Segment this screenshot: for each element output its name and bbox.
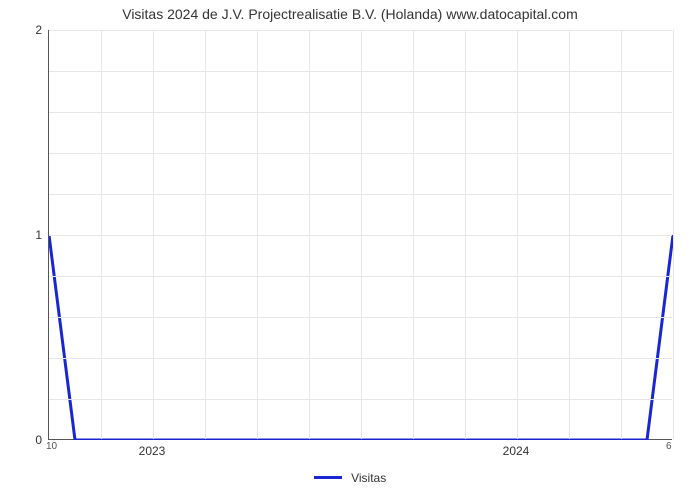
grid-horizontal	[49, 30, 672, 31]
plot-area	[48, 30, 672, 440]
x-category-label: 2023	[139, 444, 166, 458]
legend: Visitas	[0, 470, 700, 485]
grid-vertical	[673, 30, 674, 439]
x-corner-left-label: 10	[46, 441, 57, 452]
grid-horizontal	[49, 358, 672, 359]
grid-horizontal	[49, 399, 672, 400]
grid-horizontal	[49, 317, 672, 318]
grid-horizontal	[49, 153, 672, 154]
x-category-label: 2024	[503, 444, 530, 458]
legend-swatch	[314, 476, 342, 479]
y-tick-label: 0	[12, 433, 42, 447]
y-tick-label: 1	[12, 228, 42, 242]
x-corner-right-label: 6	[666, 441, 672, 452]
grid-horizontal	[49, 71, 672, 72]
grid-horizontal	[49, 276, 672, 277]
grid-horizontal	[49, 235, 672, 236]
line-chart: Visitas 2024 de J.V. Projectrealisatie B…	[0, 0, 700, 500]
y-tick-label: 2	[12, 23, 42, 37]
chart-title: Visitas 2024 de J.V. Projectrealisatie B…	[0, 6, 700, 22]
grid-horizontal	[49, 194, 672, 195]
legend-label: Visitas	[351, 471, 386, 485]
grid-horizontal	[49, 112, 672, 113]
